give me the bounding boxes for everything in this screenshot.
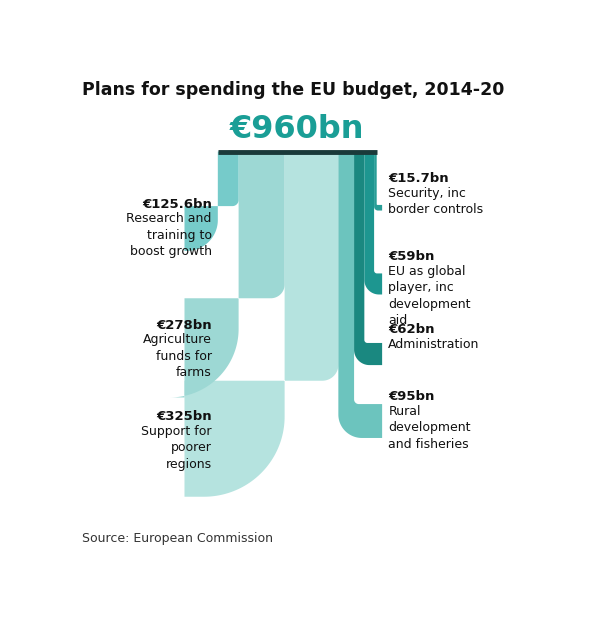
Text: Agriculture
funds for
farms: Agriculture funds for farms xyxy=(143,333,212,379)
Text: Rural
development
and fisheries: Rural development and fisheries xyxy=(389,405,471,451)
Text: Support for
poorer
regions: Support for poorer regions xyxy=(141,425,212,471)
Text: EU as global
player, inc
development
aid: EU as global player, inc development aid xyxy=(389,265,471,327)
Text: €62bn: €62bn xyxy=(389,324,435,337)
Polygon shape xyxy=(184,152,339,497)
Text: €125.6bn: €125.6bn xyxy=(142,198,212,211)
Text: Research and
training to
boost growth: Research and training to boost growth xyxy=(126,212,212,258)
Text: €278bn: €278bn xyxy=(156,319,212,332)
Polygon shape xyxy=(364,152,382,294)
Polygon shape xyxy=(170,152,285,397)
Polygon shape xyxy=(354,152,382,365)
Text: €15.7bn: €15.7bn xyxy=(389,173,449,186)
Text: €325bn: €325bn xyxy=(156,410,212,424)
Text: Administration: Administration xyxy=(389,338,480,351)
Text: €960bn: €960bn xyxy=(230,114,365,145)
Polygon shape xyxy=(374,152,382,211)
Text: €95bn: €95bn xyxy=(389,391,435,403)
Polygon shape xyxy=(184,152,238,251)
Text: Security, inc
border controls: Security, inc border controls xyxy=(389,187,483,217)
Text: Plans for spending the EU budget, 2014-20: Plans for spending the EU budget, 2014-2… xyxy=(82,81,505,99)
Text: €59bn: €59bn xyxy=(389,250,435,263)
Text: Source: European Commission: Source: European Commission xyxy=(82,532,273,545)
Polygon shape xyxy=(339,152,382,438)
